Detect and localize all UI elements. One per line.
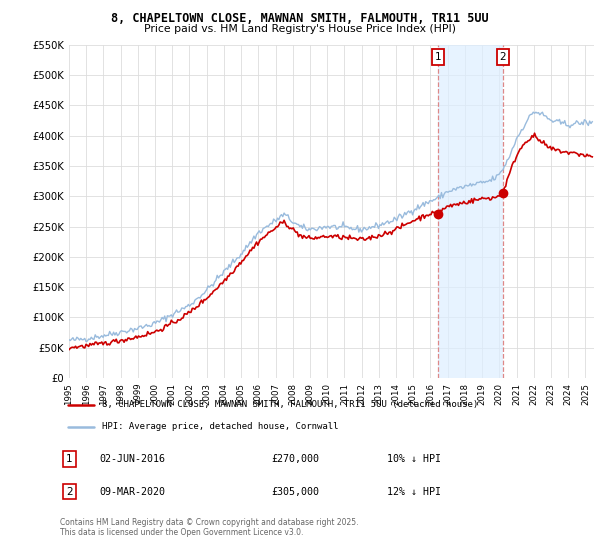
Text: 1: 1 [434,52,441,62]
Text: Price paid vs. HM Land Registry's House Price Index (HPI): Price paid vs. HM Land Registry's House … [144,24,456,34]
Text: 8, CHAPELTOWN CLOSE, MAWNAN SMITH, FALMOUTH, TR11 5UU: 8, CHAPELTOWN CLOSE, MAWNAN SMITH, FALMO… [111,12,489,25]
Text: 2: 2 [499,52,506,62]
Bar [438,45,503,378]
Text: £305,000: £305,000 [271,487,319,497]
Text: 8, CHAPELTOWN CLOSE, MAWNAN SMITH, FALMOUTH, TR11 5UU (detached house): 8, CHAPELTOWN CLOSE, MAWNAN SMITH, FALMO… [102,400,478,409]
Text: HPI: Average price, detached house, Cornwall: HPI: Average price, detached house, Corn… [102,422,339,431]
Text: £270,000: £270,000 [271,454,319,464]
Text: 09-MAR-2020: 09-MAR-2020 [100,487,166,497]
Text: 02-JUN-2016: 02-JUN-2016 [100,454,166,464]
Text: 1: 1 [66,454,73,464]
Text: 12% ↓ HPI: 12% ↓ HPI [388,487,442,497]
Text: Contains HM Land Registry data © Crown copyright and database right 2025.
This d: Contains HM Land Registry data © Crown c… [60,518,359,538]
Text: 10% ↓ HPI: 10% ↓ HPI [388,454,442,464]
Text: 2: 2 [66,487,73,497]
